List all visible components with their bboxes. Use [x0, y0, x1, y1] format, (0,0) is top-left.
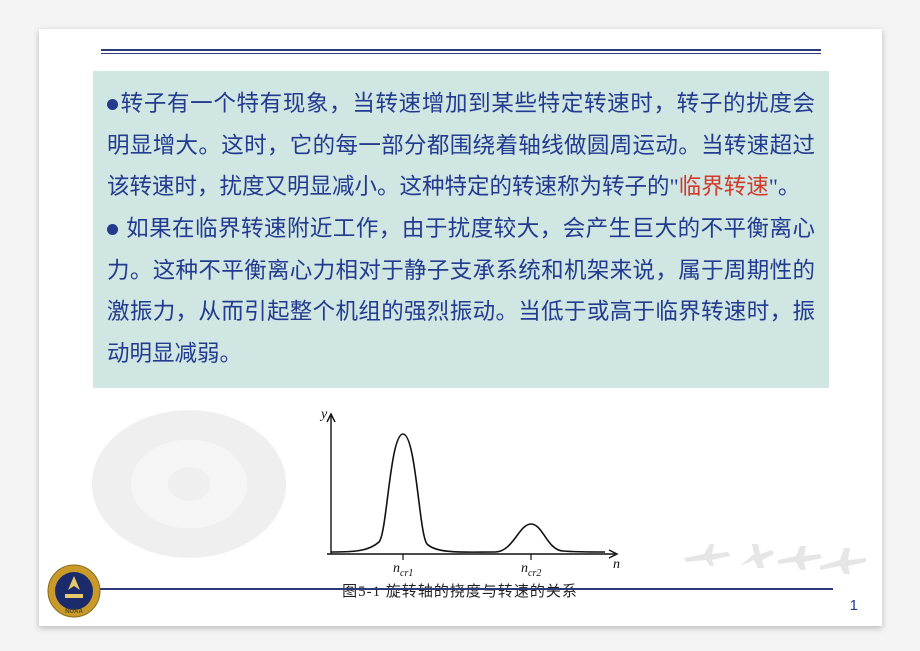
- top-rule-thin: [101, 53, 821, 54]
- figure-caption: 图5-1 旋转轴的挠度与转速的关系: [295, 580, 625, 601]
- para1-tail: "。: [769, 174, 801, 199]
- svg-text:ncr2: ncr2: [521, 561, 541, 579]
- y-axis-label: y: [319, 407, 328, 422]
- para2: 如果在临界转速附近工作，由于扰度较大，会产生巨大的不平衡离心力。这种不平衡离心力…: [107, 216, 815, 366]
- peak1-n: n: [393, 561, 400, 576]
- bottom-rule: [89, 588, 833, 590]
- plane-icon: [776, 544, 822, 572]
- svg-text:NUAA: NUAA: [65, 608, 83, 615]
- bullet-icon: [107, 224, 118, 235]
- top-rule-thick: [101, 49, 821, 51]
- slide: 转子有一个特有现象，当转速增加到某些特定转速时，转子的扰度会明显增大。这时，它的…: [39, 29, 882, 626]
- peak2-n: n: [521, 561, 528, 576]
- chart: y n ncr1 ncr2: [295, 404, 625, 584]
- content-textbox: 转子有一个特有现象，当转速增加到某些特定转速时，转子的扰度会明显增大。这时，它的…: [93, 71, 829, 388]
- plane-icon: [736, 540, 776, 570]
- peak2-sub: cr2: [528, 568, 541, 579]
- nuaa-logo-icon: NUAA: [47, 564, 101, 618]
- bullet-icon: [107, 99, 118, 110]
- plane-icon: [818, 546, 868, 576]
- peak1-sub: cr1: [400, 568, 413, 579]
- svg-text:ncr1: ncr1: [393, 561, 413, 579]
- x-axis-label: n: [613, 557, 620, 572]
- para1-keyword: 临界转速: [679, 174, 769, 199]
- bg-turbine-icon: [79, 389, 299, 579]
- curve: [331, 434, 605, 552]
- plane-icon: [682, 540, 732, 568]
- figure-container: y n ncr1 ncr2 图5-1 旋转轴的挠度与转速的关系: [295, 404, 625, 604]
- page-number: 1: [850, 597, 858, 614]
